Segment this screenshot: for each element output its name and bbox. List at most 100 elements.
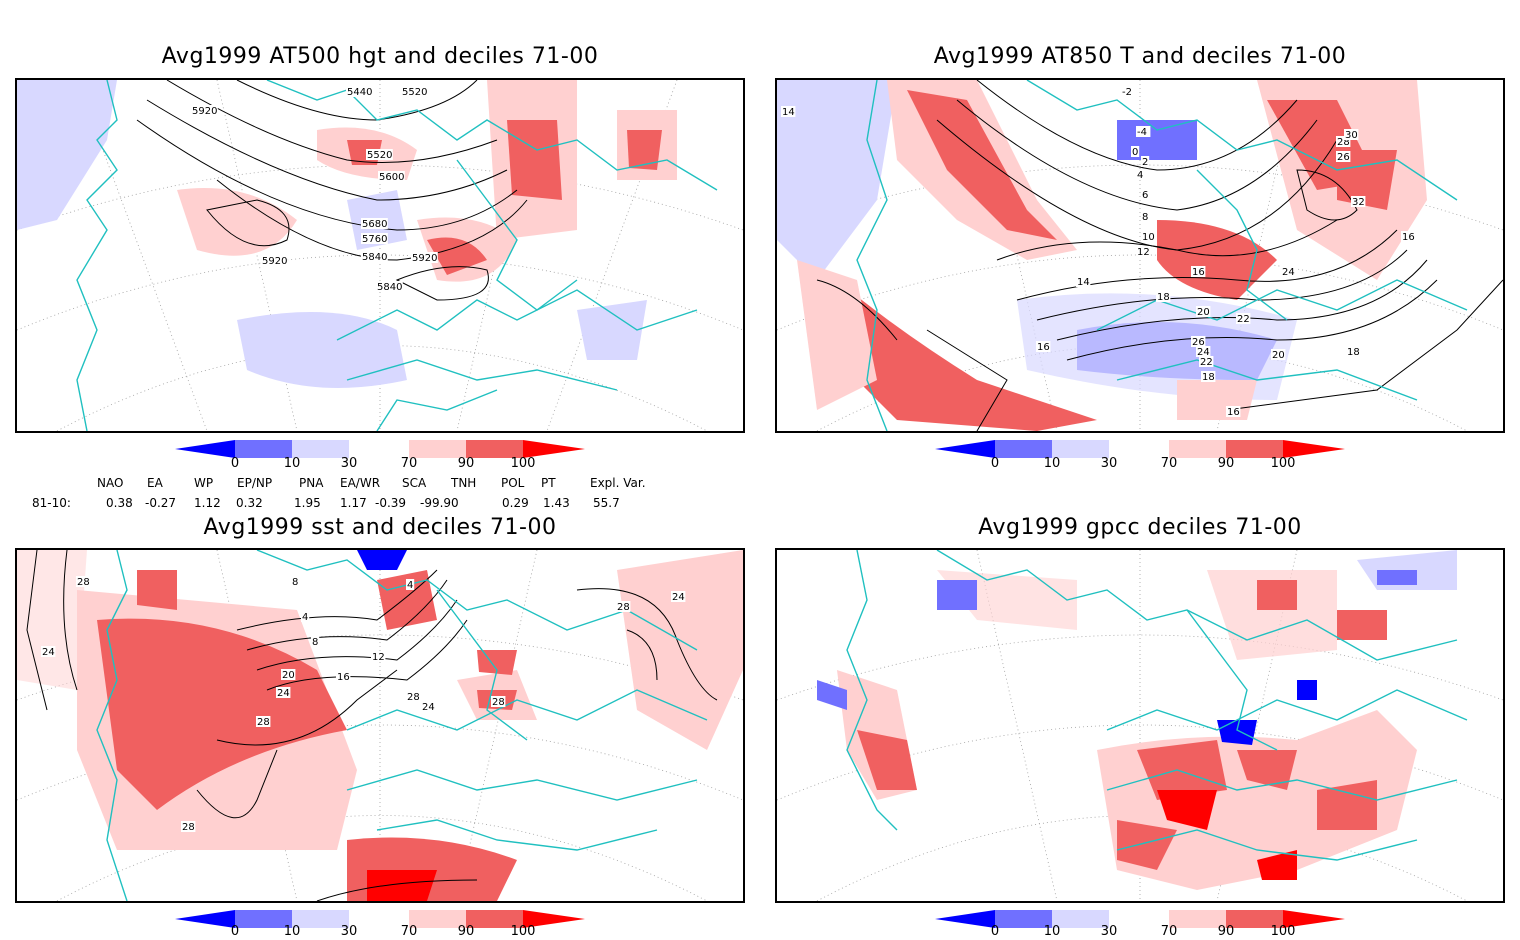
contour-label: 24 [277, 688, 290, 699]
map-panel-sst: 28 24 4 8 12 16 20 24 28 24 28 28 28 24 28 4 8 [15, 548, 745, 903]
colorbar-tick: 90 [457, 456, 475, 471]
contour-label: 5520 [402, 87, 427, 98]
index-value: -0.39 [375, 496, 407, 510]
contour-label-bg [1141, 211, 1150, 222]
contour-label: 28 [77, 577, 90, 588]
contour-label-bg [181, 821, 196, 832]
contour-label-bg [256, 716, 271, 727]
map-panel-gpcc [775, 548, 1505, 903]
contour-label: 8 [1142, 212, 1148, 223]
contour-label: 12 [1137, 247, 1150, 258]
colorbar-bottom-right: 0 10 30 70 90 100 [935, 910, 1345, 940]
contour-label-bg [491, 696, 506, 707]
contour-label-bg [1201, 371, 1216, 382]
colorbar-top-right: 0 10 30 70 90 100 [935, 440, 1345, 475]
contour-label: 26 [1337, 152, 1350, 163]
index-header: Expl. Var. [590, 476, 646, 490]
colorbar-tick: 0 [230, 456, 240, 471]
decile-shading [817, 550, 1457, 890]
index-value: 0.29 [502, 496, 529, 510]
colorbar-tick: 100 [1270, 456, 1296, 471]
contour-label: 22 [1237, 314, 1250, 325]
contour-label: 32 [1352, 197, 1365, 208]
contour-label: 5840 [377, 282, 402, 293]
contour-label: 28 [407, 692, 420, 703]
contour-label: 16 [1192, 267, 1205, 278]
colorbar-tick: 70 [1160, 456, 1178, 471]
contour-label-bg [1351, 196, 1366, 207]
colorbar-bottom-left: 0 10 30 70 90 100 [175, 910, 585, 940]
contour-label-bg [371, 651, 386, 662]
contour-label-bg [346, 86, 373, 97]
contour-label: 28 [257, 717, 270, 728]
colorbar-tick: 10 [1043, 924, 1061, 939]
contour-label-bg [1336, 136, 1351, 147]
colorbar-top-left: 0 10 30 70 90 100 [175, 440, 585, 475]
contour-label-bg [1136, 246, 1151, 257]
colorbar-tick: 90 [457, 924, 475, 939]
contour-label: 5520 [367, 150, 392, 161]
contour-label-bg [378, 171, 405, 182]
decile-shading [17, 80, 677, 388]
contour-label-bg [1236, 313, 1251, 324]
colorbar-swatches [935, 910, 1345, 928]
contour-label: 30 [1345, 130, 1358, 141]
colorbar-tick: 70 [1160, 924, 1178, 939]
contour-label-bg [1199, 356, 1214, 367]
map-canvas [777, 550, 1503, 901]
contour-label: 8 [312, 637, 318, 648]
index-value: 0.32 [236, 496, 263, 510]
map-panel-at850-t: -2 -4 0 2 4 6 8 10 12 14 16 16 18 20 22 24 26 28 30 32 26 24 2… [775, 78, 1505, 433]
colorbar-tick: 30 [340, 924, 358, 939]
index-header: SCA [402, 476, 427, 490]
contour-label: 24 [1197, 347, 1210, 358]
contour-label-bg [616, 601, 631, 612]
contour-label-bg [1401, 231, 1416, 242]
contour-label: 4 [302, 612, 308, 623]
contour-label-bg [376, 281, 403, 292]
coastlines [76, 80, 718, 431]
index-header: EA/WR [340, 476, 381, 490]
contour-label-bg [301, 611, 310, 622]
colorbar-tick: 90 [1217, 456, 1235, 471]
panel3-title: Avg1999 sst and deciles 71-00 [203, 515, 557, 540]
contour-label: 10 [1142, 232, 1155, 243]
contour-label-bg [276, 687, 291, 698]
index-value: 0.38 [106, 496, 133, 510]
contour-label-bg [1191, 266, 1206, 277]
coastlines [846, 550, 1468, 861]
contour-label-bg [406, 579, 415, 590]
index-header: PNA [299, 476, 324, 490]
contour-label: 20 [282, 670, 295, 681]
contour-label: 14 [1077, 277, 1090, 288]
index-value: 1.43 [543, 496, 570, 510]
contour-label: 5680 [362, 219, 387, 230]
contour-label: 14 [782, 107, 795, 118]
map-panel-at500-hgt: 5440 5520 5920 5520 5600 5680 5760 5840 5920 5920… [15, 78, 745, 433]
contour-label: 28 [1337, 137, 1350, 148]
contour-label: 16 [1402, 232, 1415, 243]
contour-label: 28 [492, 697, 505, 708]
index-header: POL [501, 476, 525, 490]
contour-label-bg [1226, 406, 1241, 417]
contour-label-bg [41, 646, 56, 657]
contour-label: 18 [1202, 372, 1215, 383]
panel4-title: Avg1999 gpcc deciles 71-00 [978, 515, 1302, 540]
index-value: -0.27 [145, 496, 177, 510]
contour-label-bg [1191, 336, 1206, 347]
contour-label: 6 [1142, 190, 1148, 201]
decile-shading [17, 550, 743, 901]
contour-label-bg [1271, 349, 1286, 360]
contour-label: 5920 [412, 253, 437, 264]
contour-label: -2 [1122, 87, 1132, 98]
colorbar-tick: 10 [283, 924, 301, 939]
contour-label: 5760 [362, 234, 387, 245]
colorbar-tick: 0 [990, 924, 1000, 939]
indices-value-row: 81-10: 0.38 -0.27 1.12 0.32 1.95 1.17 -0… [0, 496, 760, 512]
contour-label: 24 [422, 702, 435, 713]
index-header: NAO [97, 476, 124, 490]
contour-label-bg [361, 251, 388, 262]
contour-label: 16 [337, 672, 350, 683]
contour-label: 5840 [362, 252, 387, 263]
